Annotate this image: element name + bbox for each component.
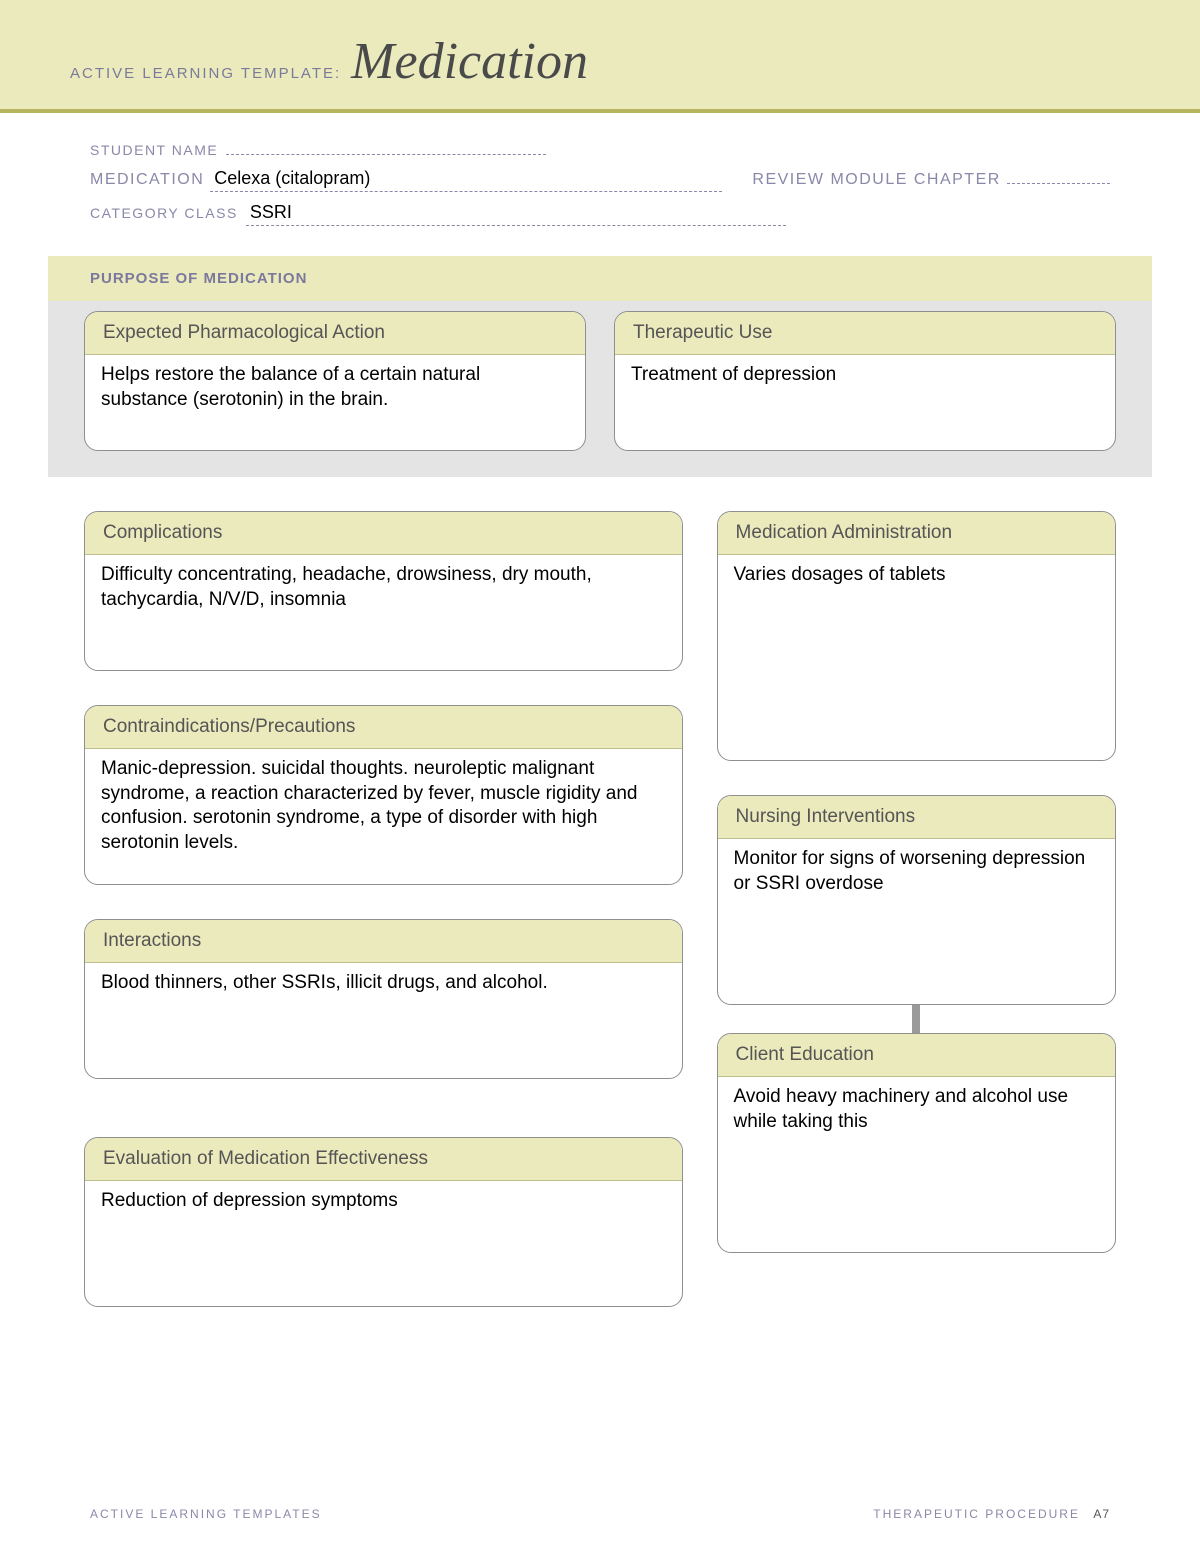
right-column: Medication Administration Varies dosages… xyxy=(717,511,1116,1307)
nursing-body: Monitor for signs of worsening depressio… xyxy=(718,839,1115,1004)
medication-value[interactable]: Celexa (citalopram) xyxy=(210,168,722,192)
pharm-action-box: Expected Pharmacological Action Helps re… xyxy=(84,311,586,451)
administration-title: Medication Administration xyxy=(718,512,1115,555)
header-band: ACTIVE LEARNING TEMPLATE: Medication xyxy=(0,0,1200,113)
contraindications-box: Contraindications/Precautions Manic-depr… xyxy=(84,705,683,885)
pharm-action-body: Helps restore the balance of a certain n… xyxy=(85,355,585,450)
left-column: Complications Difficulty concentrating, … xyxy=(84,511,683,1307)
purpose-title: PURPOSE OF MEDICATION xyxy=(48,256,1152,301)
interactions-title: Interactions xyxy=(85,920,682,963)
purpose-section: PURPOSE OF MEDICATION Expected Pharmacol… xyxy=(48,256,1152,477)
interactions-box: Interactions Blood thinners, other SSRIs… xyxy=(84,919,683,1079)
footer-left: ACTIVE LEARNING TEMPLATES xyxy=(90,1507,322,1521)
medication-label: MEDICATION xyxy=(90,171,204,189)
category-line: CATEGORY CLASS SSRI xyxy=(90,202,1110,226)
evaluation-title: Evaluation of Medication Effectiveness xyxy=(85,1138,682,1181)
therapeutic-body: Treatment of depression xyxy=(615,355,1115,450)
evaluation-body: Reduction of depression symptoms xyxy=(85,1181,682,1306)
complications-box: Complications Difficulty concentrating, … xyxy=(84,511,683,671)
student-name-line: STUDENT NAME xyxy=(90,141,1110,158)
student-name-label: STUDENT NAME xyxy=(90,142,218,158)
page: ACTIVE LEARNING TEMPLATE: Medication STU… xyxy=(0,0,1200,1553)
evaluation-box: Evaluation of Medication Effectiveness R… xyxy=(84,1137,683,1307)
medication-review-row: MEDICATION Celexa (citalopram) REVIEW MO… xyxy=(90,168,1110,192)
category-label: CATEGORY CLASS xyxy=(90,205,238,221)
spacer xyxy=(717,761,1116,795)
pharm-action-title: Expected Pharmacological Action xyxy=(85,312,585,355)
category-value[interactable]: SSRI xyxy=(246,202,787,226)
complications-title: Complications xyxy=(85,512,682,555)
header-inner: ACTIVE LEARNING TEMPLATE: Medication xyxy=(70,32,1130,91)
administration-body: Varies dosages of tablets xyxy=(718,555,1115,760)
meta-area: STUDENT NAME MEDICATION Celexa (citalopr… xyxy=(0,113,1200,256)
education-body: Avoid heavy machinery and alcohol use wh… xyxy=(718,1077,1115,1252)
footer-page: A7 xyxy=(1093,1507,1110,1521)
footer-right-text: THERAPEUTIC PROCEDURE xyxy=(873,1507,1080,1521)
connector-line xyxy=(912,1005,920,1033)
interactions-body: Blood thinners, other SSRIs, illicit dru… xyxy=(85,963,682,1078)
complications-body: Difficulty concentrating, headache, drow… xyxy=(85,555,682,670)
footer-right: THERAPEUTIC PROCEDURE A7 xyxy=(873,1507,1110,1521)
contraindications-title: Contraindications/Precautions xyxy=(85,706,682,749)
contraindications-body: Manic-depression. suicidal thoughts. neu… xyxy=(85,749,682,884)
student-name-blank[interactable] xyxy=(226,141,546,155)
administration-box: Medication Administration Varies dosages… xyxy=(717,511,1116,761)
template-prefix: ACTIVE LEARNING TEMPLATE: xyxy=(70,65,341,82)
therapeutic-use-box: Therapeutic Use Treatment of depression xyxy=(614,311,1116,451)
review-label: REVIEW MODULE CHAPTER xyxy=(752,171,1000,189)
nursing-title: Nursing Interventions xyxy=(718,796,1115,839)
nursing-box: Nursing Interventions Monitor for signs … xyxy=(717,795,1116,1005)
review-blank[interactable] xyxy=(1007,168,1110,184)
therapeutic-title: Therapeutic Use xyxy=(615,312,1115,355)
education-title: Client Education xyxy=(718,1034,1115,1077)
footer: ACTIVE LEARNING TEMPLATES THERAPEUTIC PR… xyxy=(90,1507,1110,1521)
education-box: Client Education Avoid heavy machinery a… xyxy=(717,1033,1116,1253)
template-title: Medication xyxy=(351,32,588,91)
content-area: Complications Difficulty concentrating, … xyxy=(0,477,1200,1307)
